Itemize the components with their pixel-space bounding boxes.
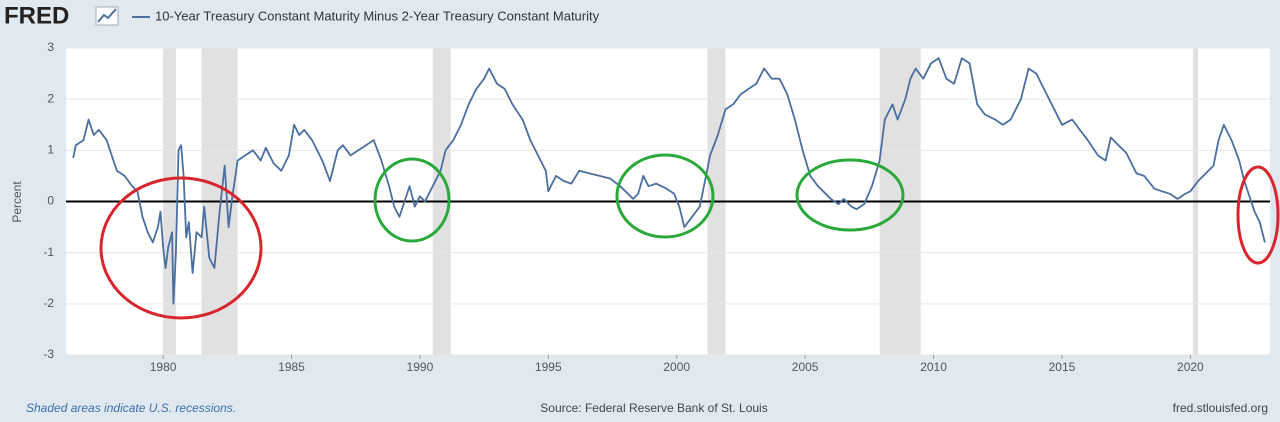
x-tick-label: 2000: [663, 360, 690, 374]
source: Source: Federal Reserve Bank of St. Loui…: [540, 401, 767, 415]
logo-icon: [95, 6, 119, 26]
y-tick-label: 1: [47, 143, 54, 157]
y-tick-label: -2: [43, 296, 54, 310]
x-tick-label: 1985: [278, 360, 305, 374]
x-tick-label: 2005: [792, 360, 819, 374]
legend-label: 10-Year Treasury Constant Maturity Minus…: [155, 8, 600, 23]
red-circle: [99, 176, 263, 320]
green-circle: [615, 153, 715, 239]
x-tick-label: 2015: [1049, 360, 1076, 374]
red-circle: [1236, 165, 1280, 265]
x-tick-label: 1990: [407, 360, 434, 374]
logo: FRED: [4, 2, 69, 29]
footnote: Shaded areas indicate U.S. recessions.: [26, 401, 236, 415]
x-tick-label: 2010: [920, 360, 947, 374]
x-tick-label: 1995: [535, 360, 562, 374]
series-line: [72, 57, 1266, 305]
annotations: [99, 153, 1280, 320]
green-circle: [373, 157, 451, 243]
plot-layer: -3 -2 -1 0 1 2 3 1980 1985 1990 1995 2000 2005 2010 20…: [43, 40, 1270, 374]
y-tick-label: 2: [47, 91, 54, 105]
x-tick-label: 2020: [1177, 360, 1204, 374]
x-tick-label: 1980: [150, 360, 177, 374]
green-circle: [795, 158, 905, 232]
y-tick-label: -3: [43, 347, 54, 361]
y-tick-label: 3: [47, 40, 54, 54]
site: fred.stlouisfed.org: [1173, 401, 1268, 415]
y-axis-label: Percent: [10, 181, 24, 223]
y-tick-label: 0: [47, 194, 54, 208]
y-tick-label: -1: [43, 245, 54, 259]
